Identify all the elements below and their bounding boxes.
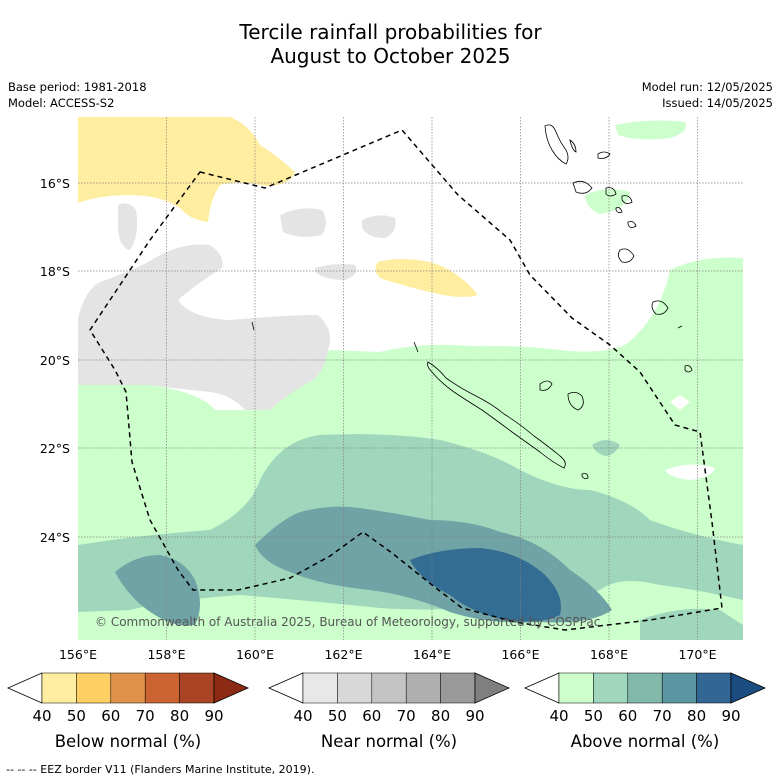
longitude-labels: 156°E 158°E 160°E 162°E 164°E 166°E 168°… [59,647,717,662]
model-name: Model: ACCESS-S2 [8,96,115,110]
colorbar-extend-high [474,672,510,704]
new-caledonia-island [427,361,566,469]
colorbar-segment [144,672,180,704]
colorbar-tick: 60 [618,707,637,725]
issued-date: Issued: 14/05/2025 [662,96,773,110]
colorbar-segment [627,672,663,704]
colorbar-segment [405,672,441,704]
lon-label: 160°E [236,647,274,662]
colorbar-segment [337,672,373,704]
meta-right: Model run: 12/05/2025 Issued: 14/05/2025 [642,79,773,111]
colorbar-extend-high [213,672,249,704]
colorbar-tick: 50 [584,707,603,725]
near-normal-region [78,244,331,410]
colorbar-segment [696,672,732,704]
colorbar-tick: 90 [465,707,484,725]
colorbar-extend-low [524,672,560,704]
eez-border [89,129,723,631]
colorbar-1: 40 50 60 70 80 90 Near normal (%) [268,672,510,751]
colorbar-tick: 90 [204,707,223,725]
colorbar-tick: 40 [293,707,312,725]
colorbar-segment [179,672,215,704]
colorbar-tick: 80 [170,707,189,725]
meta-left: Base period: 1981-2018 Model: ACCESS-S2 [8,79,147,111]
footer-note: -- -- -- EEZ border V11 (Flanders Marine… [6,763,315,776]
colorbar-tick: 60 [101,707,120,725]
colorbar-extend-high [730,672,766,704]
latitude-labels: 16°S 18°S 20°S 22°S 24°S [40,176,70,545]
lon-label: 170°E [678,647,716,662]
lat-label: 20°S [40,353,70,368]
below-normal-region [78,117,295,222]
colorbar-tick: 80 [431,707,450,725]
colorbar-segment [76,672,112,704]
gridlines [78,117,743,640]
colorbar-segment [558,672,594,704]
colorbar-segment [41,672,77,704]
colorbar-title: Below normal (%) [55,732,202,751]
colorbar-tick: 50 [328,707,347,725]
base-period: Base period: 1981-2018 [8,80,147,94]
lon-label: 158°E [147,647,185,662]
colorbar-tick: 70 [397,707,416,725]
colorbar-tick: 80 [687,707,706,725]
lat-label: 18°S [40,264,70,279]
map-title: Tercile rainfall probabilities for Augus… [239,20,542,68]
lon-label: 156°E [59,647,97,662]
colorbar-tick: 70 [653,707,672,725]
colorbar-tick: 70 [136,707,155,725]
colorbar-segment [440,672,476,704]
model-run: Model run: 12/05/2025 [641,80,773,94]
above-80-region [410,548,561,622]
copyright-text: © Commonwealth of Australia 2025, Bureau… [95,615,600,629]
colorbar-segment [593,672,629,704]
lon-label: 166°E [501,647,539,662]
coastlines [251,124,693,480]
map-area [78,117,743,640]
lat-label: 16°S [40,176,70,191]
colorbar-extend-low [268,672,304,704]
colorbar-tick: 40 [32,707,51,725]
colorbar-tick: 60 [362,707,381,725]
colorbar-title: Above normal (%) [571,732,720,751]
colorbar-segment [110,672,146,704]
colorbar-tick: 50 [67,707,86,725]
lat-label: 22°S [40,441,70,456]
lon-label: 164°E [413,647,451,662]
colorbar-segment [302,672,338,704]
colorbar-title: Near normal (%) [321,732,457,751]
lon-label: 162°E [324,647,362,662]
colorbar-segment [661,672,697,704]
colorbar-segment [371,672,407,704]
vanuatu-islands [544,124,569,165]
colorbar-tick: 90 [721,707,740,725]
lon-label: 168°E [590,647,628,662]
lat-label: 24°S [40,530,70,545]
colorbar-tick: 40 [549,707,568,725]
colorbar-extend-low [7,672,43,704]
